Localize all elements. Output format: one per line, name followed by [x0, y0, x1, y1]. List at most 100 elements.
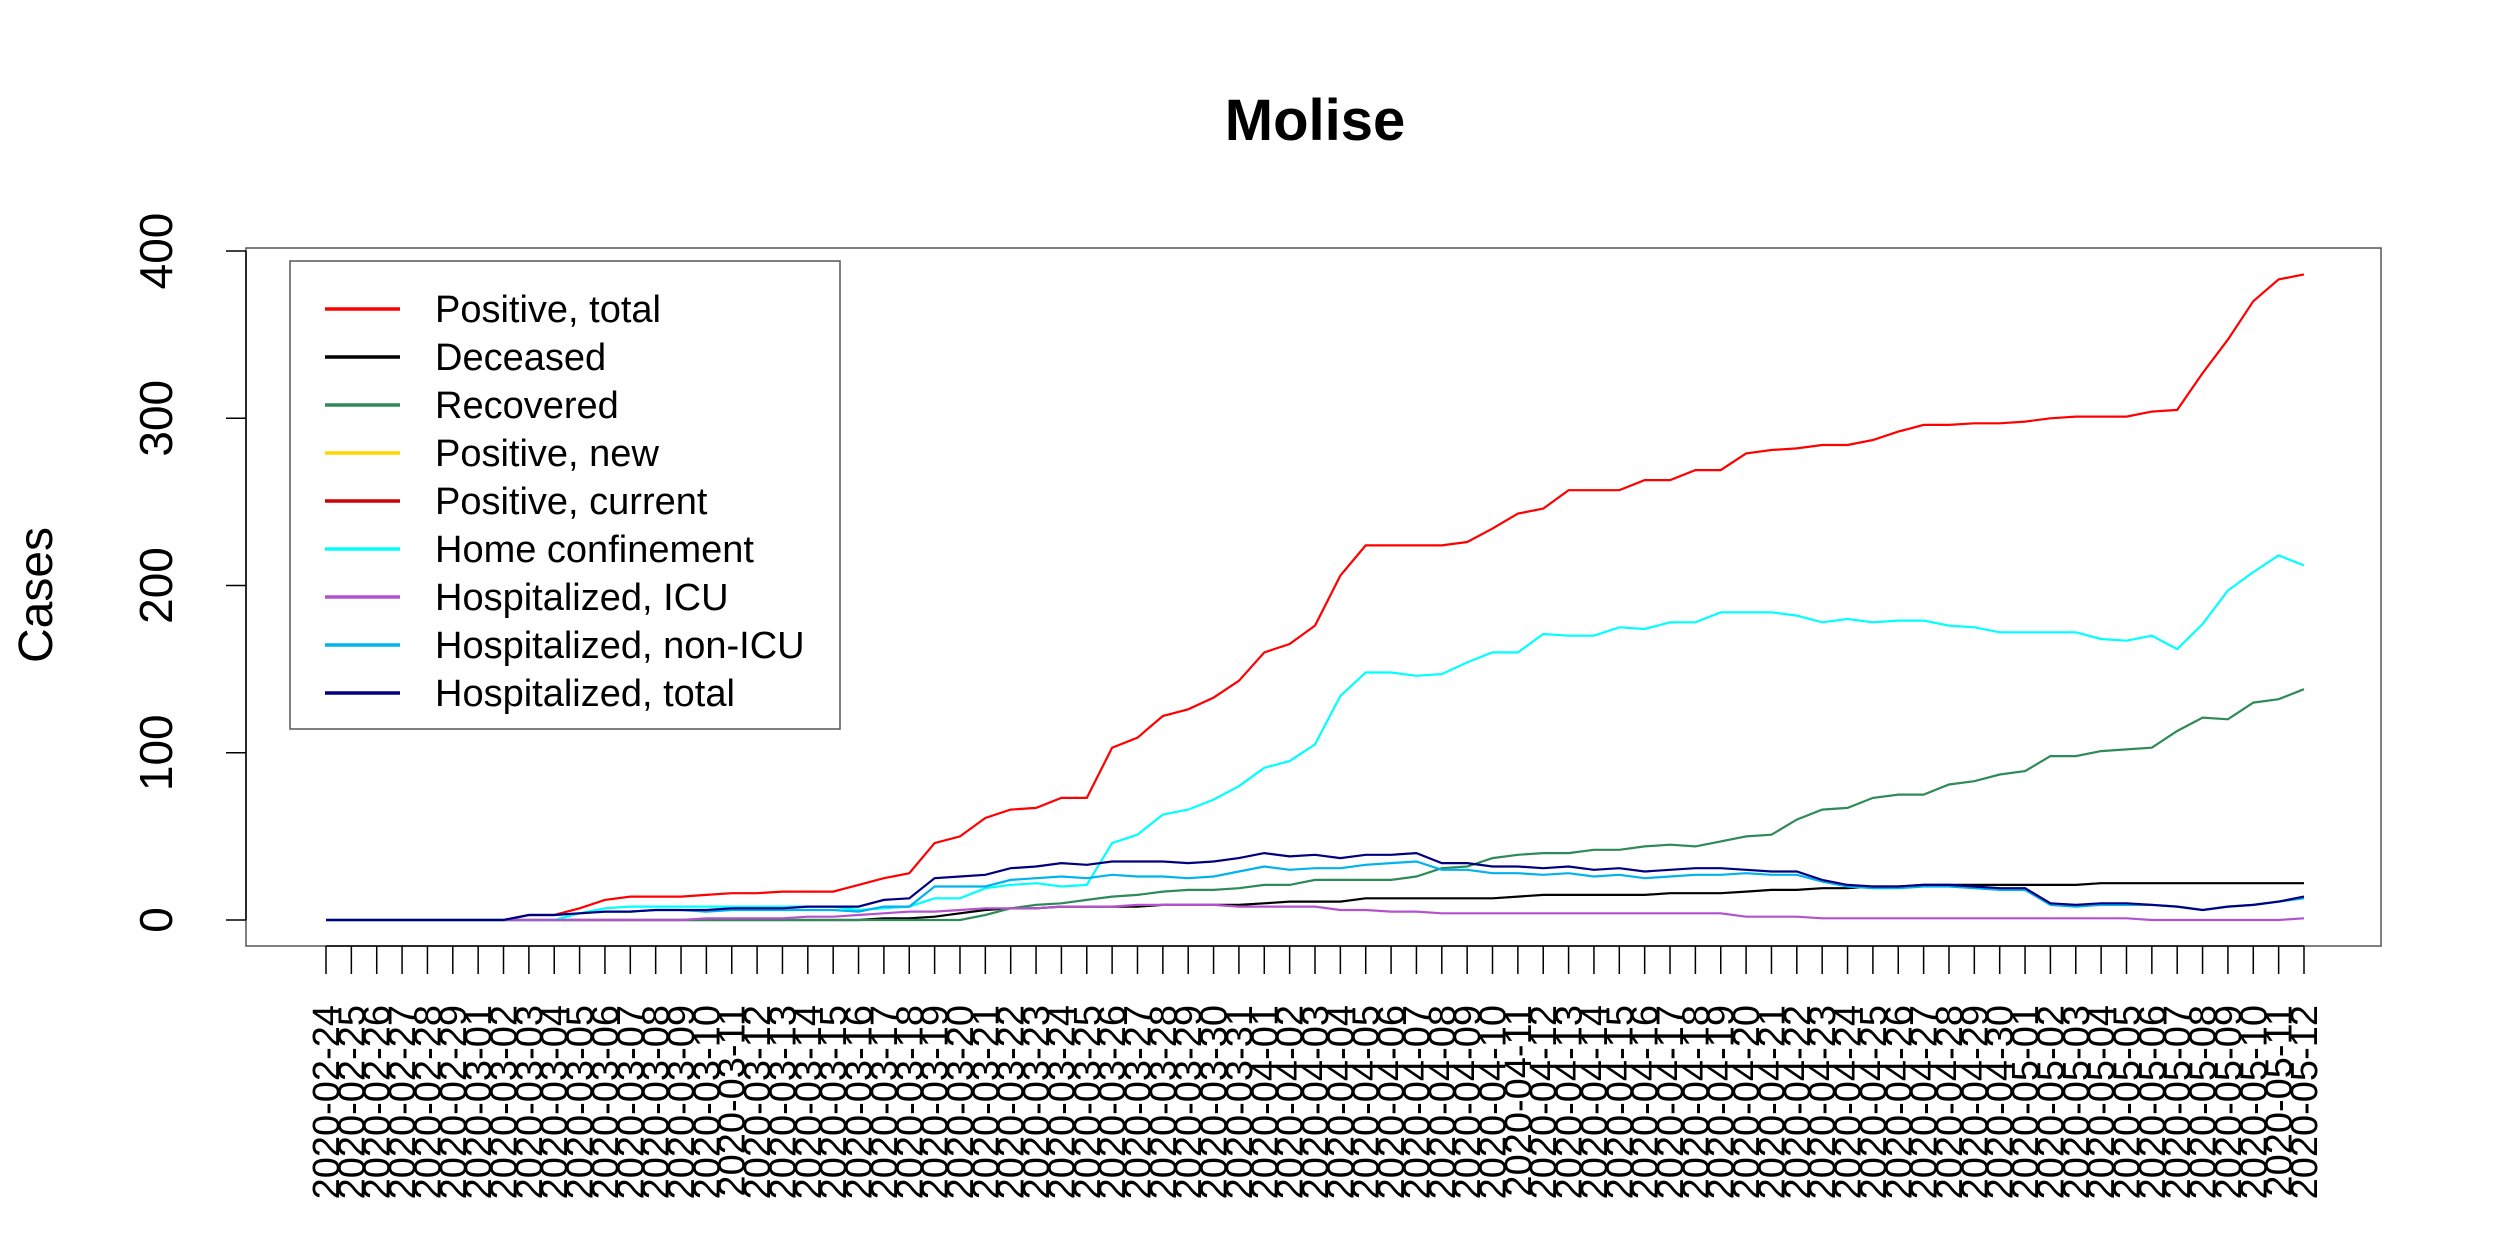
x-tick-label: 2020-03-07 — [610, 1005, 652, 1199]
x-tick-label: 2020-03-24 — [1041, 1005, 1083, 1199]
series-line — [326, 851, 2305, 922]
x-tick-label: 2020-04-20 — [1726, 1005, 1768, 1199]
legend-label: Positive, total — [435, 289, 661, 331]
series-line — [326, 903, 2305, 922]
x-tick-label: 2020-04-07 — [1396, 1005, 1438, 1199]
x-tick-label: 2020-04-16 — [1625, 1005, 1667, 1199]
x-tick-label: 2020-03-13 — [762, 1005, 804, 1199]
x-tick-label: 2020-03-10 — [686, 1005, 728, 1199]
legend-label: Deceased — [435, 337, 606, 379]
x-tick-label: 2020-04-19 — [1701, 1005, 1743, 1199]
x-tick-label: 2020-04-17 — [1650, 1005, 1692, 1199]
x-tick-label: 2020-04-08 — [1422, 1005, 1464, 1199]
x-tick-label: 2020-03-31 — [1219, 1005, 1261, 1199]
x-tick-label: 2020-03-20 — [940, 1005, 982, 1199]
y-tick-label: 100 — [130, 714, 182, 791]
x-tick-label: 2020-04-04 — [1320, 1005, 1362, 1199]
x-tick-label: 2020-03-12 — [737, 1005, 779, 1199]
x-tick-label: 2020-03-22 — [991, 1005, 1033, 1199]
x-tick-label: 2020-04-21 — [1751, 1005, 1793, 1199]
x-tick-label: 2020-03-06 — [585, 1005, 627, 1199]
series-line — [326, 273, 2305, 922]
x-tick-label: 2020-05-05 — [2106, 1005, 2148, 1199]
legend-label: Positive, current — [435, 481, 708, 523]
x-tick-label: 2020-04-05 — [1346, 1005, 1388, 1199]
x-tick-label: 2020-04-14 — [1574, 1005, 1616, 1199]
chart-title: Molise — [1225, 88, 1406, 153]
y-tick-label: 200 — [130, 547, 182, 624]
x-tick-label: 2020-03-26 — [1092, 1005, 1134, 1199]
x-tick-label: 2020-03-21 — [965, 1005, 1007, 1199]
x-tick-label: 2020-04-11 — [1498, 1005, 1540, 1197]
legend-box — [289, 260, 841, 730]
y-tick-label: 0 — [130, 907, 182, 933]
x-tick-label: 2020-04-01 — [1244, 1005, 1286, 1199]
x-tick-label: 2020-03-09 — [661, 1005, 703, 1199]
x-tick-label: 2020-04-26 — [1878, 1005, 1920, 1199]
x-tick-label: 2020-04-15 — [1599, 1005, 1641, 1199]
x-tick-label: 2020-02-29 — [433, 1005, 475, 1199]
y-tick-label: 300 — [130, 380, 182, 457]
legend-label: Hospitalized, non-ICU — [435, 625, 805, 667]
legend-label: Positive, new — [435, 433, 659, 475]
x-tick-label: 2020-04-03 — [1295, 1005, 1337, 1199]
x-tick-label: 2020-03-04 — [534, 1005, 576, 1199]
x-tick-label: 2020-02-28 — [407, 1005, 449, 1199]
x-tick-label: 2020-04-30 — [1980, 1005, 2022, 1199]
x-tick-label: 2020-05-09 — [2208, 1005, 2250, 1199]
x-tick-label: 2020-04-22 — [1777, 1005, 1819, 1199]
x-tick-label: 2020-04-28 — [1929, 1005, 1971, 1199]
x-tick-label: 2020-04-06 — [1371, 1005, 1413, 1199]
x-tick-label: 2020-03-03 — [509, 1005, 551, 1199]
x-tick-label: 2020-03-08 — [636, 1005, 678, 1199]
x-tick-label: 2020-05-08 — [2183, 1005, 2225, 1199]
x-tick-label: 2020-03-27 — [1117, 1005, 1159, 1199]
x-tick-label: 2020-03-15 — [813, 1005, 855, 1199]
x-tick-label: 2020-05-01 — [2005, 1005, 2047, 1199]
x-tick-label: 2020-04-09 — [1447, 1005, 1489, 1199]
x-tick-label: 2020-04-10 — [1473, 1005, 1515, 1199]
x-tick-label: 2020-04-27 — [1904, 1005, 1946, 1199]
x-tick-label: 2020-05-02 — [2030, 1005, 2072, 1199]
legend-label: Hospitalized, ICU — [435, 577, 729, 619]
legend-label: Recovered — [435, 385, 619, 427]
x-tick-label: 2020-05-07 — [2157, 1005, 2199, 1199]
y-tick-label: 400 — [130, 213, 182, 290]
x-tick-label: 2020-04-18 — [1675, 1005, 1717, 1199]
x-tick-label: 2020-04-29 — [1954, 1005, 1996, 1199]
y-axis-label: Cases — [10, 527, 63, 663]
x-tick-label: 2020-04-13 — [1549, 1005, 1591, 1199]
x-tick-label: 2020-04-25 — [1853, 1005, 1895, 1199]
x-tick-label: 2020-02-26 — [357, 1005, 399, 1199]
x-tick-label: 2020-03-01 — [458, 1005, 500, 1199]
x-tick-label: 2020-02-27 — [382, 1005, 424, 1199]
x-tick-label: 2020-02-24 — [306, 1005, 348, 1199]
x-tick-label: 2020-04-12 — [1523, 1005, 1565, 1199]
x-tick-label: 2020-03-29 — [1168, 1005, 1210, 1199]
x-tick-label: 2020-05-12 — [2284, 1005, 2326, 1199]
x-tick-label: 2020-03-05 — [560, 1005, 602, 1199]
x-tick-label: 2020-02-25 — [331, 1005, 373, 1199]
x-tick-label: 2020-03-11 — [712, 1005, 754, 1197]
x-tick-label: 2020-05-10 — [2233, 1005, 2275, 1199]
x-tick-label: 2020-04-23 — [1802, 1005, 1844, 1199]
x-tick-label: 2020-04-02 — [1270, 1005, 1312, 1199]
x-tick-label: 2020-03-23 — [1016, 1005, 1058, 1199]
x-tick-label: 2020-03-16 — [839, 1005, 881, 1199]
x-tick-label: 2020-03-19 — [915, 1005, 957, 1199]
x-tick-label: 2020-04-24 — [1828, 1005, 1870, 1199]
x-tick-label: 2020-03-28 — [1143, 1005, 1185, 1199]
x-tick-label: 2020-05-11 — [2259, 1005, 2301, 1197]
legend-label: Hospitalized, total — [435, 673, 735, 715]
x-tick-label: 2020-03-30 — [1194, 1005, 1236, 1199]
x-tick-label: 2020-03-25 — [1067, 1005, 1109, 1199]
x-tick-label: 2020-03-17 — [864, 1005, 906, 1199]
x-tick-label: 2020-03-02 — [484, 1005, 526, 1199]
x-tick-label: 2020-05-03 — [2056, 1005, 2098, 1199]
x-tick-label: 2020-03-18 — [889, 1005, 931, 1199]
series-line — [326, 554, 2305, 922]
x-tick-label: 2020-03-14 — [788, 1005, 830, 1199]
x-tick-label: 2020-05-06 — [2132, 1005, 2174, 1199]
x-tick-label: 2020-05-04 — [2081, 1005, 2123, 1199]
